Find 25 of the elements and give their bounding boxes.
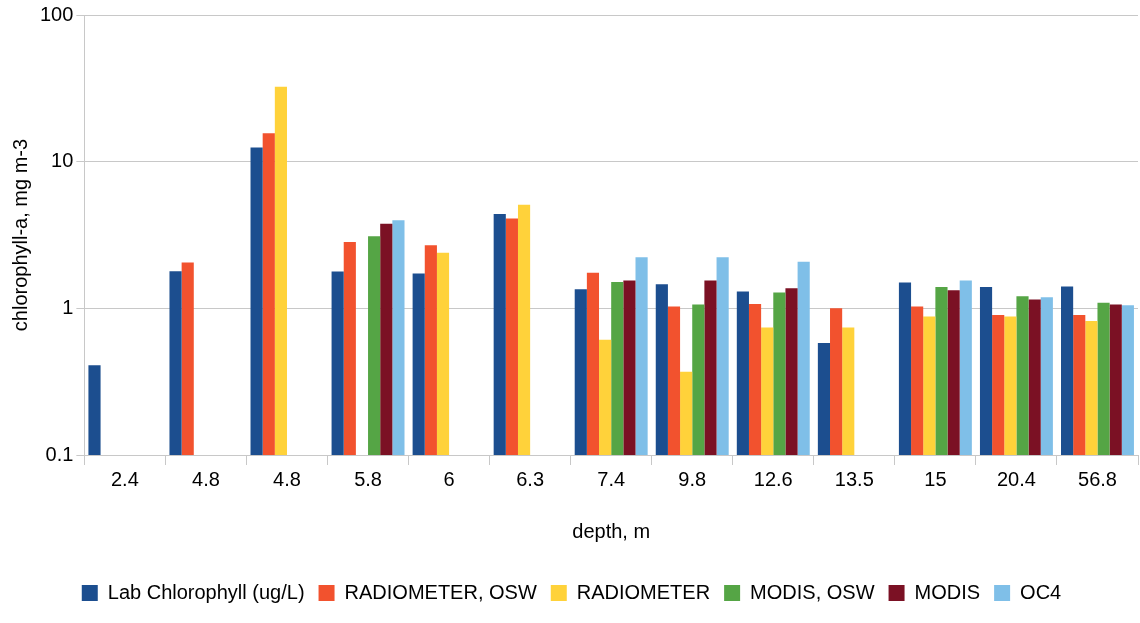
x-tick-label: 6.3: [516, 467, 545, 490]
x-tick-label: 5.8: [354, 467, 382, 490]
y-tick-label: 10: [51, 149, 74, 172]
legend-label: Lab Chlorophyll (ug/L): [107, 580, 305, 603]
legend-label: RADIOMETER, OSW: [344, 580, 537, 603]
legend-label: RADIOMETER: [576, 580, 711, 603]
x-tick-label: 12.6: [753, 467, 793, 490]
y-tick-label: 100: [39, 2, 74, 25]
y-axis-title: chlorophyll-a, mg m-3: [8, 138, 31, 332]
y-tick-label: 1: [62, 295, 74, 318]
legend-label: MODIS, OSW: [750, 580, 875, 603]
y-tick-label: 0.1: [45, 442, 74, 465]
x-tick-label: 13.5: [834, 467, 874, 490]
x-tick-label: 9.8: [678, 467, 707, 490]
x-tick-label: 6: [443, 467, 455, 490]
x-axis-title: depth, m: [572, 519, 651, 542]
x-tick-label: 56.8: [1078, 467, 1117, 490]
x-tick-label: 20.4: [996, 467, 1036, 490]
x-tick-label: 4.8: [192, 467, 220, 490]
x-tick-label: 15: [924, 467, 947, 490]
x-tick-label: 7.4: [597, 467, 626, 490]
x-tick-label: 4.8: [273, 467, 301, 490]
x-tick-label: 2.4: [110, 467, 139, 490]
legend-label: OC4: [1020, 580, 1062, 603]
legend-label: MODIS: [914, 580, 981, 603]
